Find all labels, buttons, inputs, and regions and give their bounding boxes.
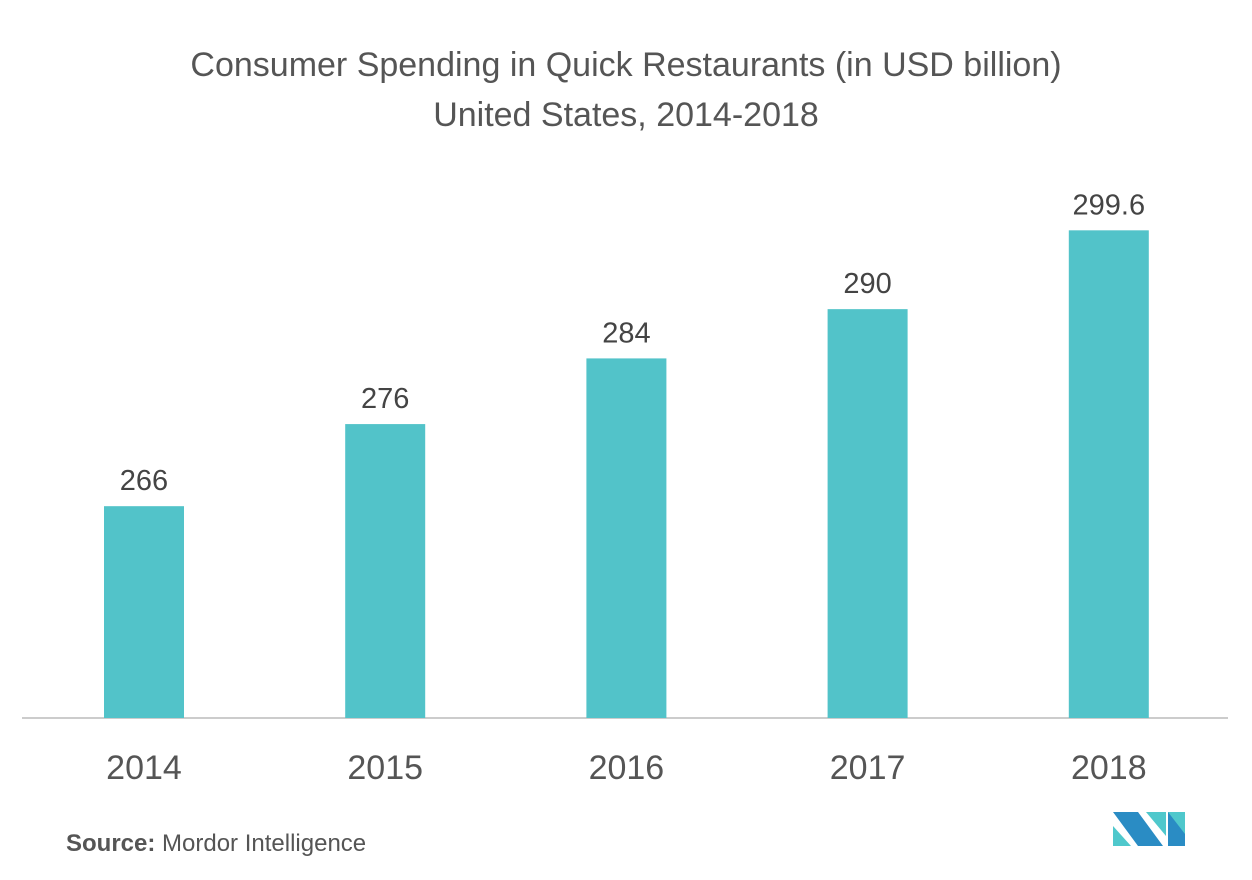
logo-shape-3: [1146, 812, 1166, 836]
logo-shape-2: [1113, 826, 1131, 846]
source-label: Source:: [66, 830, 156, 857]
x-tick-label: 2014: [106, 749, 182, 787]
data-label: 276: [361, 383, 409, 415]
data-label: 299.6: [1073, 189, 1146, 221]
x-tick-label: 2015: [347, 749, 423, 787]
data-label: 266: [120, 465, 168, 497]
bar-2017: [827, 309, 908, 718]
bar-2016: [586, 358, 667, 718]
bar-2014: [104, 506, 184, 718]
source-note: Source: Mordor Intelligence: [66, 830, 366, 858]
data-label: 284: [602, 317, 650, 349]
chart-title: Consumer Spending in Quick Restaurants (…: [190, 46, 1062, 84]
bar-2015: [345, 424, 426, 718]
x-tick-label: 2018: [1071, 749, 1147, 787]
logo-shape-5: [1168, 812, 1185, 834]
x-tick-label: 2017: [830, 749, 906, 787]
logo: [1113, 812, 1185, 846]
logo-shape-1: [1113, 812, 1163, 846]
bar-2018: [1068, 230, 1149, 719]
source-text: Mordor Intelligence: [162, 830, 367, 857]
data-label: 290: [843, 268, 891, 300]
x-tick-label: 2016: [589, 749, 665, 787]
chart-subtitle: United States, 2014-2018: [433, 96, 819, 134]
